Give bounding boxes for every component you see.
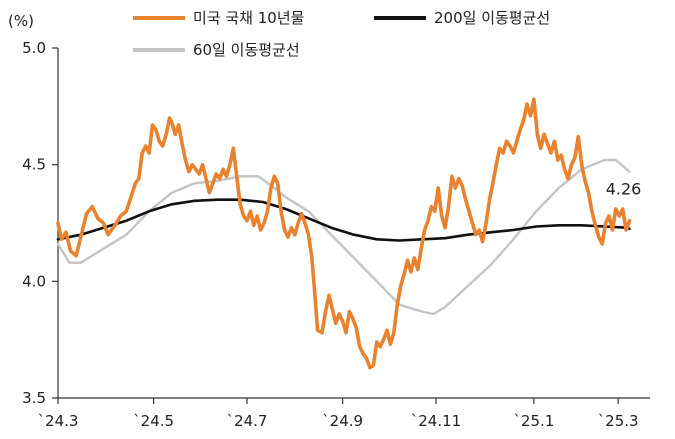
legend-label-1: 200일 이동평균선 xyxy=(434,9,550,27)
y-tick-label: 4.5 xyxy=(22,156,46,174)
last-value-label: 4.26 xyxy=(606,180,642,199)
legend-label-2: 60일 이동평균선 xyxy=(193,41,300,59)
x-tick-label: `24.5 xyxy=(133,412,174,430)
x-tick-label: `24.11 xyxy=(411,412,461,430)
y-axis-unit-label: (%) xyxy=(8,12,34,30)
series-line-2 xyxy=(56,158,631,316)
annotation-layer: 4.26 xyxy=(606,180,642,199)
legend-label-0: 미국 국채 10년물 xyxy=(193,9,304,27)
x-tick-label: `24.3 xyxy=(38,412,79,430)
legend: 미국 국채 10년물 200일 이동평균선 60일 이동평균선 xyxy=(133,9,550,59)
series-line-0 xyxy=(56,97,632,370)
series-line-1 xyxy=(56,198,631,242)
axes: 5.0 4.5 4.0 3.5 `24.3 `24.5 `24.7 `24.9 `24.11 `2… xyxy=(22,39,650,430)
y-tick-label: 5.0 xyxy=(22,39,46,57)
x-tick-label: `24.9 xyxy=(322,412,363,430)
series-layer xyxy=(56,97,632,370)
x-tick-label: `24.7 xyxy=(227,412,268,430)
x-tick-label: `25.1 xyxy=(513,412,554,430)
x-tick-label: `25.3 xyxy=(598,412,639,430)
y-tick-label: 4.0 xyxy=(22,272,46,290)
y-tick-label: 3.5 xyxy=(22,389,46,407)
